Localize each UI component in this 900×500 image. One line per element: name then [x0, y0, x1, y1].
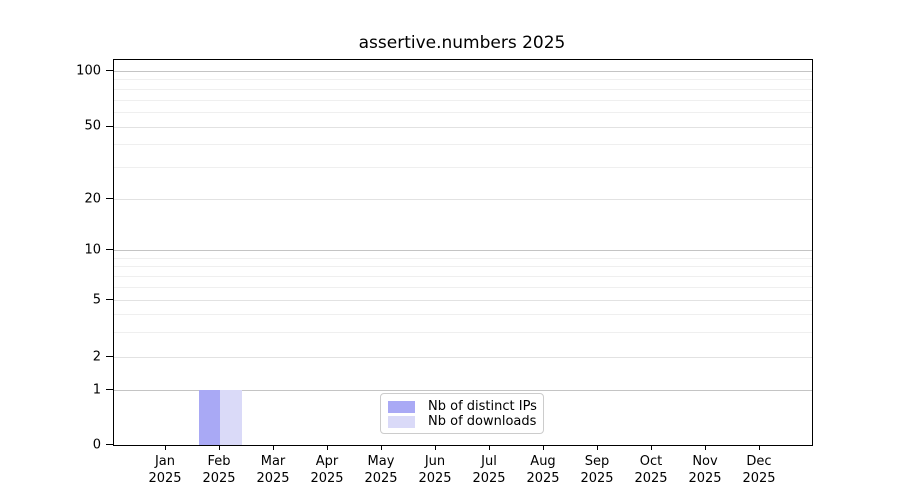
gridline-major	[114, 390, 812, 391]
x-tick-label: Aug 2025	[513, 453, 573, 487]
x-tick-year: 2025	[526, 471, 560, 486]
x-tick-month: Aug	[530, 454, 556, 469]
chart-title: assertive.numbers 2025	[358, 33, 566, 53]
x-tick-label: Jul 2025	[459, 453, 519, 487]
y-tick-label: 10	[84, 242, 101, 257]
x-tick-mark	[759, 445, 760, 450]
x-tick-year: 2025	[148, 471, 182, 486]
x-tick-mark	[219, 445, 220, 450]
x-tick-month: Dec	[746, 454, 772, 469]
x-tick-label: Oct 2025	[621, 453, 681, 487]
bar-distinct-ips	[198, 390, 220, 445]
x-tick-label: Nov 2025	[675, 453, 735, 487]
gridline-minor	[114, 276, 812, 277]
gridline-major	[114, 300, 812, 301]
y-tick-label: 100	[76, 63, 101, 78]
gridline-minor	[114, 314, 812, 315]
gridline-major	[114, 71, 812, 72]
gridline-minor	[114, 112, 812, 113]
x-tick-label: May 2025	[351, 453, 411, 487]
x-tick-label: Jun 2025	[405, 453, 465, 487]
gridline-major	[114, 199, 812, 200]
x-tick-mark	[705, 445, 706, 450]
gridline-major	[114, 357, 812, 358]
x-tick-mark	[543, 445, 544, 450]
gridline-minor	[114, 79, 812, 80]
gridline-minor	[114, 144, 812, 145]
y-tick-label: 1	[92, 382, 101, 397]
x-tick-label: Dec 2025	[729, 453, 789, 487]
x-tick-year: 2025	[202, 471, 236, 486]
y-tick-mark	[106, 126, 113, 127]
x-tick-year: 2025	[418, 471, 452, 486]
x-tick-year: 2025	[688, 471, 722, 486]
x-tick-label: Jan 2025	[135, 453, 195, 487]
y-tick-label: 50	[84, 118, 101, 134]
gridline-minor	[114, 287, 812, 288]
x-tick-label: Feb 2025	[189, 453, 249, 487]
x-tick-month: Jun	[424, 454, 446, 469]
x-tick-month: Feb	[207, 454, 231, 469]
x-tick-label: Apr 2025	[297, 453, 357, 487]
y-tick-mark	[106, 70, 113, 71]
legend: Nb of distinct IPs Nb of downloads	[380, 393, 544, 434]
x-tick-label: Mar 2025	[243, 453, 303, 487]
x-tick-year: 2025	[310, 471, 344, 486]
y-tick-label: 20	[84, 191, 101, 206]
bar-downloads	[220, 390, 242, 445]
x-tick-year: 2025	[742, 471, 776, 486]
x-tick-month: Jul	[481, 454, 497, 469]
y-tick-label: 5	[92, 292, 101, 307]
x-tick-year: 2025	[364, 471, 398, 486]
x-tick-year: 2025	[634, 471, 668, 486]
x-tick-label: Sep 2025	[567, 453, 627, 487]
x-tick-year: 2025	[472, 471, 506, 486]
x-tick-month: Oct	[639, 454, 663, 469]
gridline-minor	[114, 100, 812, 101]
x-tick-year: 2025	[256, 471, 290, 486]
x-tick-month: Mar	[260, 454, 286, 469]
x-tick-mark	[381, 445, 382, 450]
gridline-minor	[114, 258, 812, 259]
legend-label: Nb of distinct IPs	[428, 399, 537, 414]
x-tick-mark	[165, 445, 166, 450]
y-tick-mark	[106, 299, 113, 300]
y-tick-mark	[106, 444, 113, 445]
x-tick-mark	[489, 445, 490, 450]
y-tick-label: 0	[92, 437, 101, 452]
x-tick-month: Sep	[584, 454, 610, 469]
y-tick-mark	[106, 389, 113, 390]
x-tick-mark	[327, 445, 328, 450]
legend-item: Nb of downloads	[388, 414, 537, 429]
legend-swatch-icon	[388, 400, 415, 413]
legend-label: Nb of downloads	[428, 414, 537, 429]
y-tick-mark	[106, 249, 113, 250]
y-tick-mark	[106, 356, 113, 357]
gridline-minor	[114, 89, 812, 90]
legend-item: Nb of distinct IPs	[388, 399, 537, 414]
x-tick-year: 2025	[580, 471, 614, 486]
y-tick-label: 2	[92, 349, 101, 364]
x-tick-month: Apr	[315, 454, 339, 469]
gridline-minor	[114, 167, 812, 168]
legend-swatch-icon	[388, 415, 415, 428]
gridline-minor	[114, 266, 812, 267]
x-tick-mark	[597, 445, 598, 450]
x-tick-month: Jan	[154, 454, 176, 469]
plot-area: Nb of distinct IPs Nb of downloads	[113, 59, 813, 446]
x-tick-month: May	[367, 454, 395, 469]
gridline-major	[114, 127, 812, 128]
gridline-minor	[114, 332, 812, 333]
x-tick-mark	[651, 445, 652, 450]
x-tick-mark	[435, 445, 436, 450]
y-tick-mark	[106, 198, 113, 199]
x-tick-month: Nov	[692, 454, 718, 469]
gridline-major	[114, 250, 812, 251]
x-tick-mark	[273, 445, 274, 450]
